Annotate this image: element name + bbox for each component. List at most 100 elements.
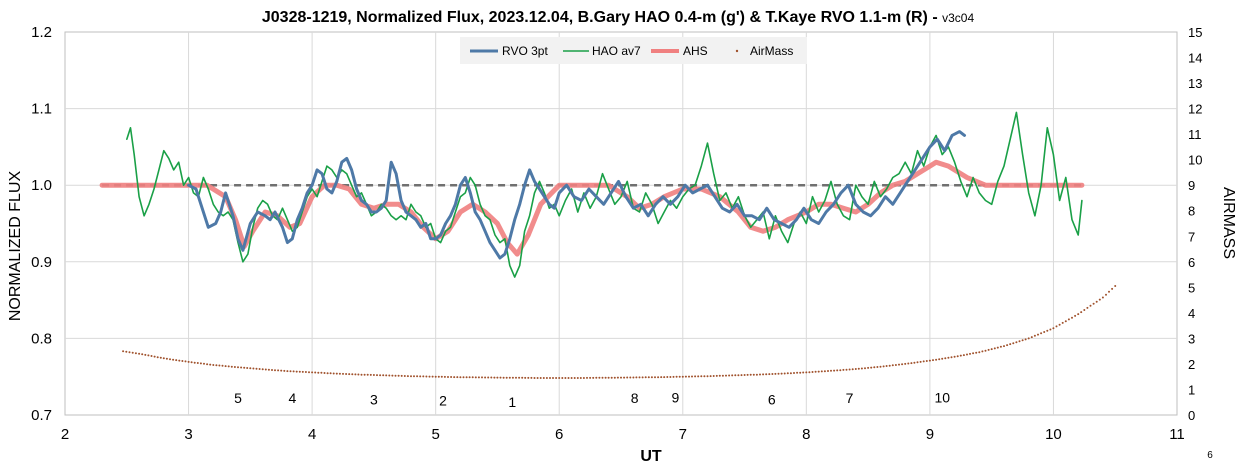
airmass-point [885, 365, 888, 367]
airmass-point [1086, 306, 1089, 309]
airmass-point [647, 376, 650, 379]
airmass-point [274, 369, 276, 372]
airmass-point [737, 374, 740, 377]
x-tick-label: 5 [431, 426, 439, 443]
airmass-point [320, 371, 323, 374]
airmass-point [626, 376, 629, 379]
airmass-point [440, 375, 443, 378]
series-lines [99, 111, 1085, 278]
airmass-point [913, 361, 916, 364]
x-tick-label: 8 [802, 426, 810, 443]
airmass-point [901, 363, 904, 366]
airmass-point [833, 369, 836, 372]
airmass-point [966, 353, 968, 356]
airmass-point [644, 376, 647, 379]
airmass-point [326, 372, 329, 375]
y2-axis-title: AIRMASS [1220, 187, 1237, 259]
legend-box [460, 37, 807, 64]
airmass-point [419, 375, 422, 378]
airmass-point [786, 372, 789, 375]
airmass-point [993, 347, 996, 350]
airmass-point [947, 356, 950, 359]
airmass-point [311, 371, 314, 374]
airmass-point [471, 376, 474, 379]
airmass-point [598, 376, 601, 379]
annotation-label: 8 [631, 390, 639, 406]
airmass-point [854, 368, 857, 370]
airmass-point [823, 370, 826, 373]
airmass-point [348, 373, 351, 376]
airmass-point [385, 374, 388, 377]
airmass-point [549, 377, 551, 379]
airmass-point [1074, 314, 1077, 317]
airmass-point [888, 364, 891, 367]
airmass-point [545, 377, 548, 379]
airmass-point [570, 377, 573, 379]
airmass-point [669, 376, 672, 378]
airmass-point [789, 372, 792, 375]
airmass-point [768, 373, 771, 376]
airmass-point [1095, 300, 1098, 303]
airmass-point [657, 376, 660, 379]
airmass-point [224, 365, 227, 368]
airmass-point [721, 374, 724, 377]
airmass-point [601, 376, 604, 379]
airmass-point [654, 376, 656, 379]
airmass-point [477, 376, 480, 379]
airmass-point [635, 376, 638, 379]
airmass-point [1027, 337, 1030, 340]
airmass-point [864, 367, 866, 370]
airmass-point [1114, 285, 1117, 288]
airmass-point [524, 376, 527, 379]
airmass-point [620, 376, 622, 379]
airmass-point [437, 375, 440, 378]
airmass-point [932, 359, 934, 362]
x-axis-ticks: 2 3 4 5 6 7 8 9 10 11 [61, 426, 1185, 443]
airmass-point [391, 374, 394, 377]
airmass-point [521, 376, 524, 379]
airmass-point [240, 366, 243, 369]
airmass-point [592, 376, 595, 379]
airmass-point [286, 370, 289, 373]
airmass-point [317, 371, 320, 374]
airmass-point [249, 367, 252, 370]
airmass-point [246, 367, 249, 369]
airmass-point [802, 371, 805, 374]
airmass-point [218, 364, 221, 367]
airmass-point [329, 372, 332, 375]
airmass-point [796, 371, 799, 374]
annotation-label: 7 [846, 390, 854, 406]
airmass-point [743, 374, 746, 376]
airmass-point [746, 373, 749, 376]
airmass-point [783, 372, 786, 375]
y2-tick-label: 13 [1188, 76, 1202, 91]
airmass-point [1024, 338, 1027, 341]
airmass-point [999, 345, 1002, 348]
airmass-point [1067, 318, 1070, 321]
airmass-point [953, 355, 956, 358]
y2-tick-label: 2 [1188, 357, 1195, 372]
airmass-point [360, 373, 363, 376]
airmass-point [252, 367, 255, 370]
airmass-point [799, 371, 802, 374]
airmass-point [1092, 302, 1095, 305]
airmass-point [561, 377, 564, 379]
airmass-point [304, 371, 307, 373]
y2-tick-label: 0 [1188, 408, 1195, 423]
x-tick-label: 10 [1045, 426, 1062, 443]
airmass-point [842, 368, 845, 371]
airmass-point [922, 360, 925, 363]
airmass-point [589, 376, 592, 379]
airmass-point [1015, 341, 1018, 344]
airmass-point [715, 374, 718, 377]
airmass-point [907, 362, 910, 365]
x-axis-title: UT [640, 448, 662, 465]
airmass-point [623, 376, 626, 379]
airmass-point [428, 375, 431, 378]
annotation-label: 1 [508, 394, 516, 410]
airmass-point [490, 376, 493, 379]
airmass-point [456, 376, 459, 379]
airmass-point [165, 357, 168, 360]
airmass-point [332, 372, 335, 375]
airmass-point [879, 365, 882, 368]
